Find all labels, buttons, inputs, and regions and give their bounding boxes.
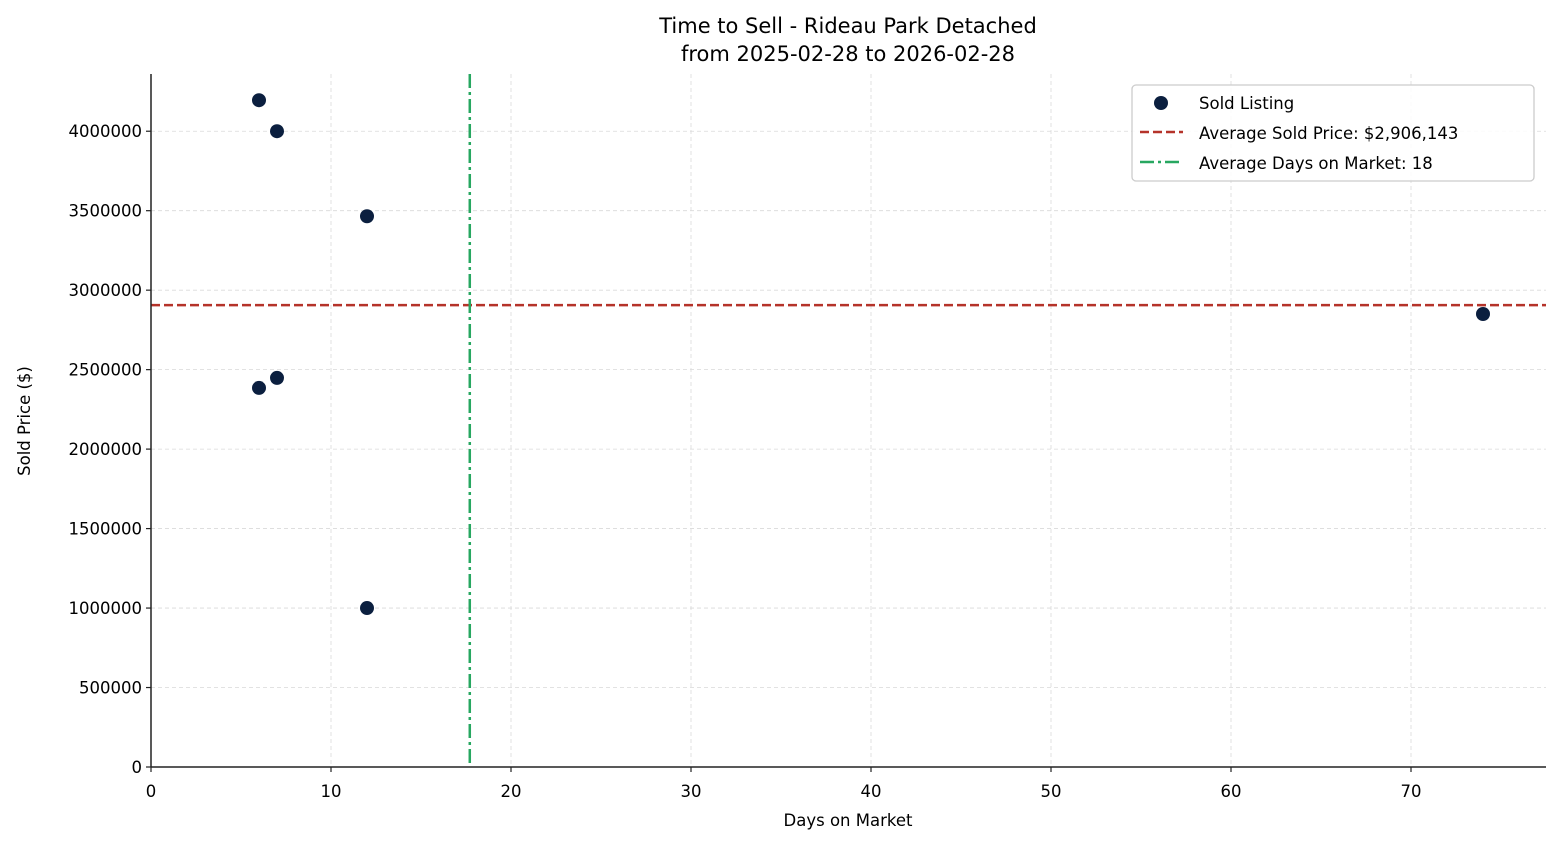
y-axis-ticks: 0 500000 1000000 1500000 2000000 2500000 30000…	[69, 122, 151, 777]
y-tick-label: 4000000	[69, 122, 143, 141]
y-tick-label: 0	[132, 758, 143, 777]
y-tick-label: 1500000	[69, 520, 143, 539]
x-tick-label: 50	[1041, 782, 1062, 801]
legend-label-average-days: Average Days on Market: 18	[1199, 154, 1433, 173]
x-tick-label: 40	[861, 782, 882, 801]
x-axis-ticks: 0 10 20 30 40 50 60 70	[146, 767, 1422, 801]
legend-marker-sold-listing-icon	[1154, 96, 1168, 110]
x-tick-label: 20	[501, 782, 522, 801]
sold-listing-point	[252, 93, 266, 108]
legend: Sold Listing Average Sold Price: $2,906,…	[1131, 84, 1535, 182]
x-tick-label: 30	[681, 782, 702, 801]
x-axis-label: Days on Market	[784, 811, 913, 830]
sold-listing-point	[360, 601, 374, 616]
chart-title: Time to Sell - Rideau Park Detached	[658, 14, 1037, 38]
y-tick-label: 1000000	[69, 599, 143, 618]
y-tick-label: 3500000	[69, 202, 143, 221]
sold-listing-point	[270, 370, 284, 385]
sold-listing-point	[270, 124, 284, 139]
legend-label-average-price: Average Sold Price: $2,906,143	[1199, 124, 1458, 143]
sold-listing-point	[1476, 307, 1490, 322]
y-tick-label: 2500000	[69, 361, 143, 380]
data-points	[252, 93, 1490, 616]
y-tick-label: 3000000	[69, 281, 143, 300]
x-tick-label: 0	[146, 782, 157, 801]
sold-listing-point	[252, 380, 266, 395]
y-axis-label: Sold Price ($)	[15, 366, 34, 476]
x-tick-label: 10	[321, 782, 342, 801]
y-tick-label: 2000000	[69, 440, 143, 459]
legend-label-sold-listing: Sold Listing	[1199, 94, 1294, 113]
axes	[150, 74, 1546, 768]
chart-subtitle: from 2025-02-28 to 2026-02-28	[681, 42, 1015, 66]
x-tick-label: 60	[1221, 782, 1242, 801]
x-tick-label: 70	[1401, 782, 1422, 801]
sold-listing-point	[360, 209, 374, 224]
reference-lines	[151, 74, 1546, 767]
grid-lines	[151, 74, 1546, 767]
y-tick-label: 500000	[79, 679, 142, 698]
